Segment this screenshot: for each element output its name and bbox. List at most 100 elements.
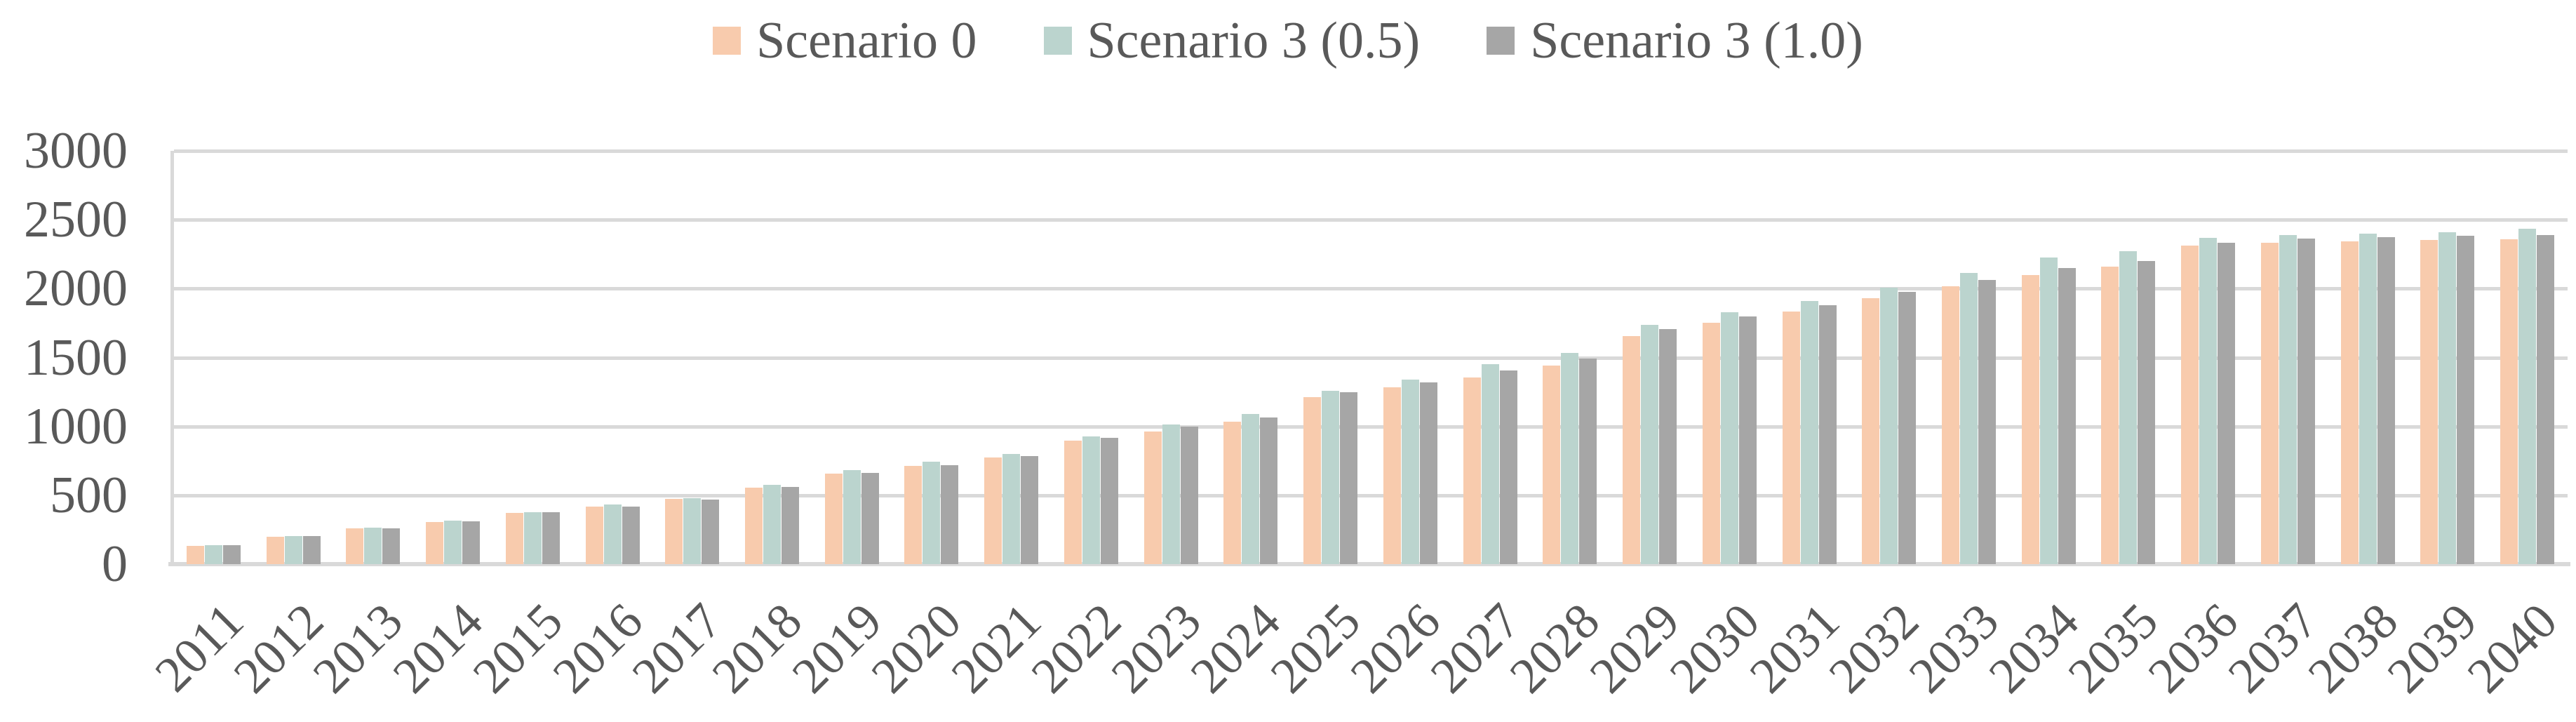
- bar-2015-series-0: [505, 513, 523, 564]
- bar-2022-series-0: [1064, 441, 1082, 564]
- bar-2020-series-0: [904, 465, 923, 564]
- bar-2028-series-0: [1543, 366, 1561, 564]
- bar-2037-series-0: [2260, 242, 2279, 564]
- y-tick-label-2000: 2000: [24, 260, 128, 318]
- bar-2019-series-2: [861, 473, 879, 564]
- bar-2036-series-2: [2218, 242, 2236, 564]
- bar-2029-series-1: [1641, 325, 1659, 564]
- bar-2026-series-2: [1419, 382, 1437, 564]
- bar-2037-series-1: [2279, 234, 2297, 564]
- bar-2013-series-0: [346, 528, 364, 564]
- bar-2035-series-2: [2138, 261, 2156, 564]
- bar-2021-series-0: [984, 457, 1002, 564]
- bar-2034-series-2: [2058, 267, 2076, 564]
- bar-2035-series-0: [2101, 266, 2119, 564]
- bar-2023-series-2: [1180, 426, 1198, 564]
- bar-2012-series-1: [284, 535, 302, 564]
- bar-2029-series-2: [1659, 329, 1677, 564]
- legend-swatch-icon: [1043, 27, 1072, 55]
- bar-2018-series-2: [781, 487, 799, 564]
- bar-2023-series-0: [1143, 431, 1162, 564]
- bar-2039-series-2: [2457, 235, 2475, 564]
- gridline-1000: [174, 424, 2568, 429]
- bar-2018-series-1: [763, 485, 781, 564]
- bar-2015-series-2: [542, 512, 560, 564]
- bar-2017-series-0: [665, 498, 683, 564]
- bar-2038-series-2: [2377, 236, 2395, 564]
- bar-2019-series-0: [824, 474, 843, 564]
- bar-2020-series-1: [923, 461, 941, 564]
- gridline-1500: [174, 356, 2568, 360]
- bar-2036-series-1: [2199, 237, 2218, 564]
- y-tick-label-0: 0: [102, 535, 128, 593]
- legend-item-scenario-3-05: Scenario 3 (0.5): [1043, 13, 1420, 69]
- bar-2034-series-0: [2021, 274, 2039, 564]
- legend-item-scenario-3-10: Scenario 3 (1.0): [1487, 13, 1863, 69]
- bar-2028-series-2: [1579, 359, 1597, 564]
- bar-2015-series-1: [523, 512, 542, 564]
- bar-2025-series-1: [1322, 390, 1340, 564]
- bar-2022-series-2: [1100, 438, 1118, 564]
- gridline-3000: [174, 149, 2568, 153]
- bar-2011-series-0: [186, 546, 204, 564]
- bar-2017-series-1: [683, 497, 702, 564]
- legend-label: Scenario 3 (1.0): [1530, 12, 1863, 69]
- bar-2011-series-2: [222, 545, 241, 564]
- bar-2027-series-2: [1499, 370, 1517, 564]
- legend-swatch-icon: [713, 27, 742, 55]
- y-tick-label-1000: 1000: [24, 397, 128, 455]
- bar-2030-series-0: [1702, 323, 1720, 564]
- y-tick-label-2500: 2500: [24, 191, 128, 249]
- bar-2014-series-0: [426, 522, 444, 564]
- bar-2012-series-2: [302, 535, 321, 564]
- bar-2024-series-1: [1242, 413, 1260, 564]
- bar-2012-series-0: [266, 536, 284, 564]
- bar-2016-series-0: [585, 506, 603, 564]
- bar-2026-series-1: [1401, 379, 1419, 564]
- y-tick-label-3000: 3000: [24, 122, 128, 180]
- bar-2031-series-1: [1800, 301, 1818, 564]
- bar-2028-series-1: [1561, 352, 1579, 564]
- bar-2030-series-1: [1720, 312, 1738, 564]
- bar-2027-series-0: [1463, 377, 1481, 564]
- bar-2014-series-1: [444, 521, 462, 564]
- bar-2014-series-2: [462, 521, 481, 564]
- bar-2032-series-2: [1898, 292, 1917, 564]
- bar-2032-series-1: [1880, 288, 1898, 564]
- bar-2035-series-1: [2119, 251, 2138, 564]
- bar-2039-series-1: [2439, 232, 2457, 564]
- gridline-2500: [174, 218, 2568, 222]
- bar-2013-series-1: [364, 527, 382, 564]
- bar-2032-series-0: [1862, 298, 1880, 564]
- bar-2031-series-0: [1782, 311, 1800, 564]
- gridline-2000: [174, 287, 2568, 291]
- bar-2038-series-0: [2340, 241, 2359, 564]
- bar-2029-series-0: [1623, 336, 1641, 564]
- bar-2021-series-1: [1002, 453, 1021, 564]
- bar-2013-series-2: [382, 528, 401, 564]
- bar-2040-series-0: [2500, 239, 2518, 564]
- legend-item-scenario-0: Scenario 0: [713, 13, 977, 69]
- bar-2031-series-2: [1818, 305, 1837, 564]
- bar-2038-series-1: [2359, 233, 2377, 564]
- y-axis-line: [170, 151, 174, 564]
- bar-2033-series-1: [1960, 272, 1978, 564]
- y-tick-label-1500: 1500: [24, 328, 128, 387]
- bar-2011-series-1: [204, 545, 222, 564]
- bar-2033-series-0: [1942, 286, 1959, 564]
- bar-2024-series-2: [1260, 417, 1278, 564]
- legend-label: Scenario 0: [756, 12, 977, 69]
- bar-2040-series-1: [2518, 228, 2537, 564]
- bar-2018-series-0: [745, 488, 763, 564]
- bar-2021-series-2: [1021, 455, 1039, 564]
- y-tick-label-500: 500: [50, 466, 128, 524]
- bar-2017-series-2: [702, 499, 720, 564]
- bar-2023-series-1: [1162, 424, 1180, 564]
- legend: Scenario 0 Scenario 3 (0.5) Scenario 3 (…: [0, 13, 2576, 69]
- bar-2025-series-2: [1340, 392, 1358, 564]
- bar-2040-series-2: [2537, 234, 2555, 564]
- bar-2030-series-2: [1738, 316, 1757, 564]
- x-axis-line: [168, 562, 2570, 566]
